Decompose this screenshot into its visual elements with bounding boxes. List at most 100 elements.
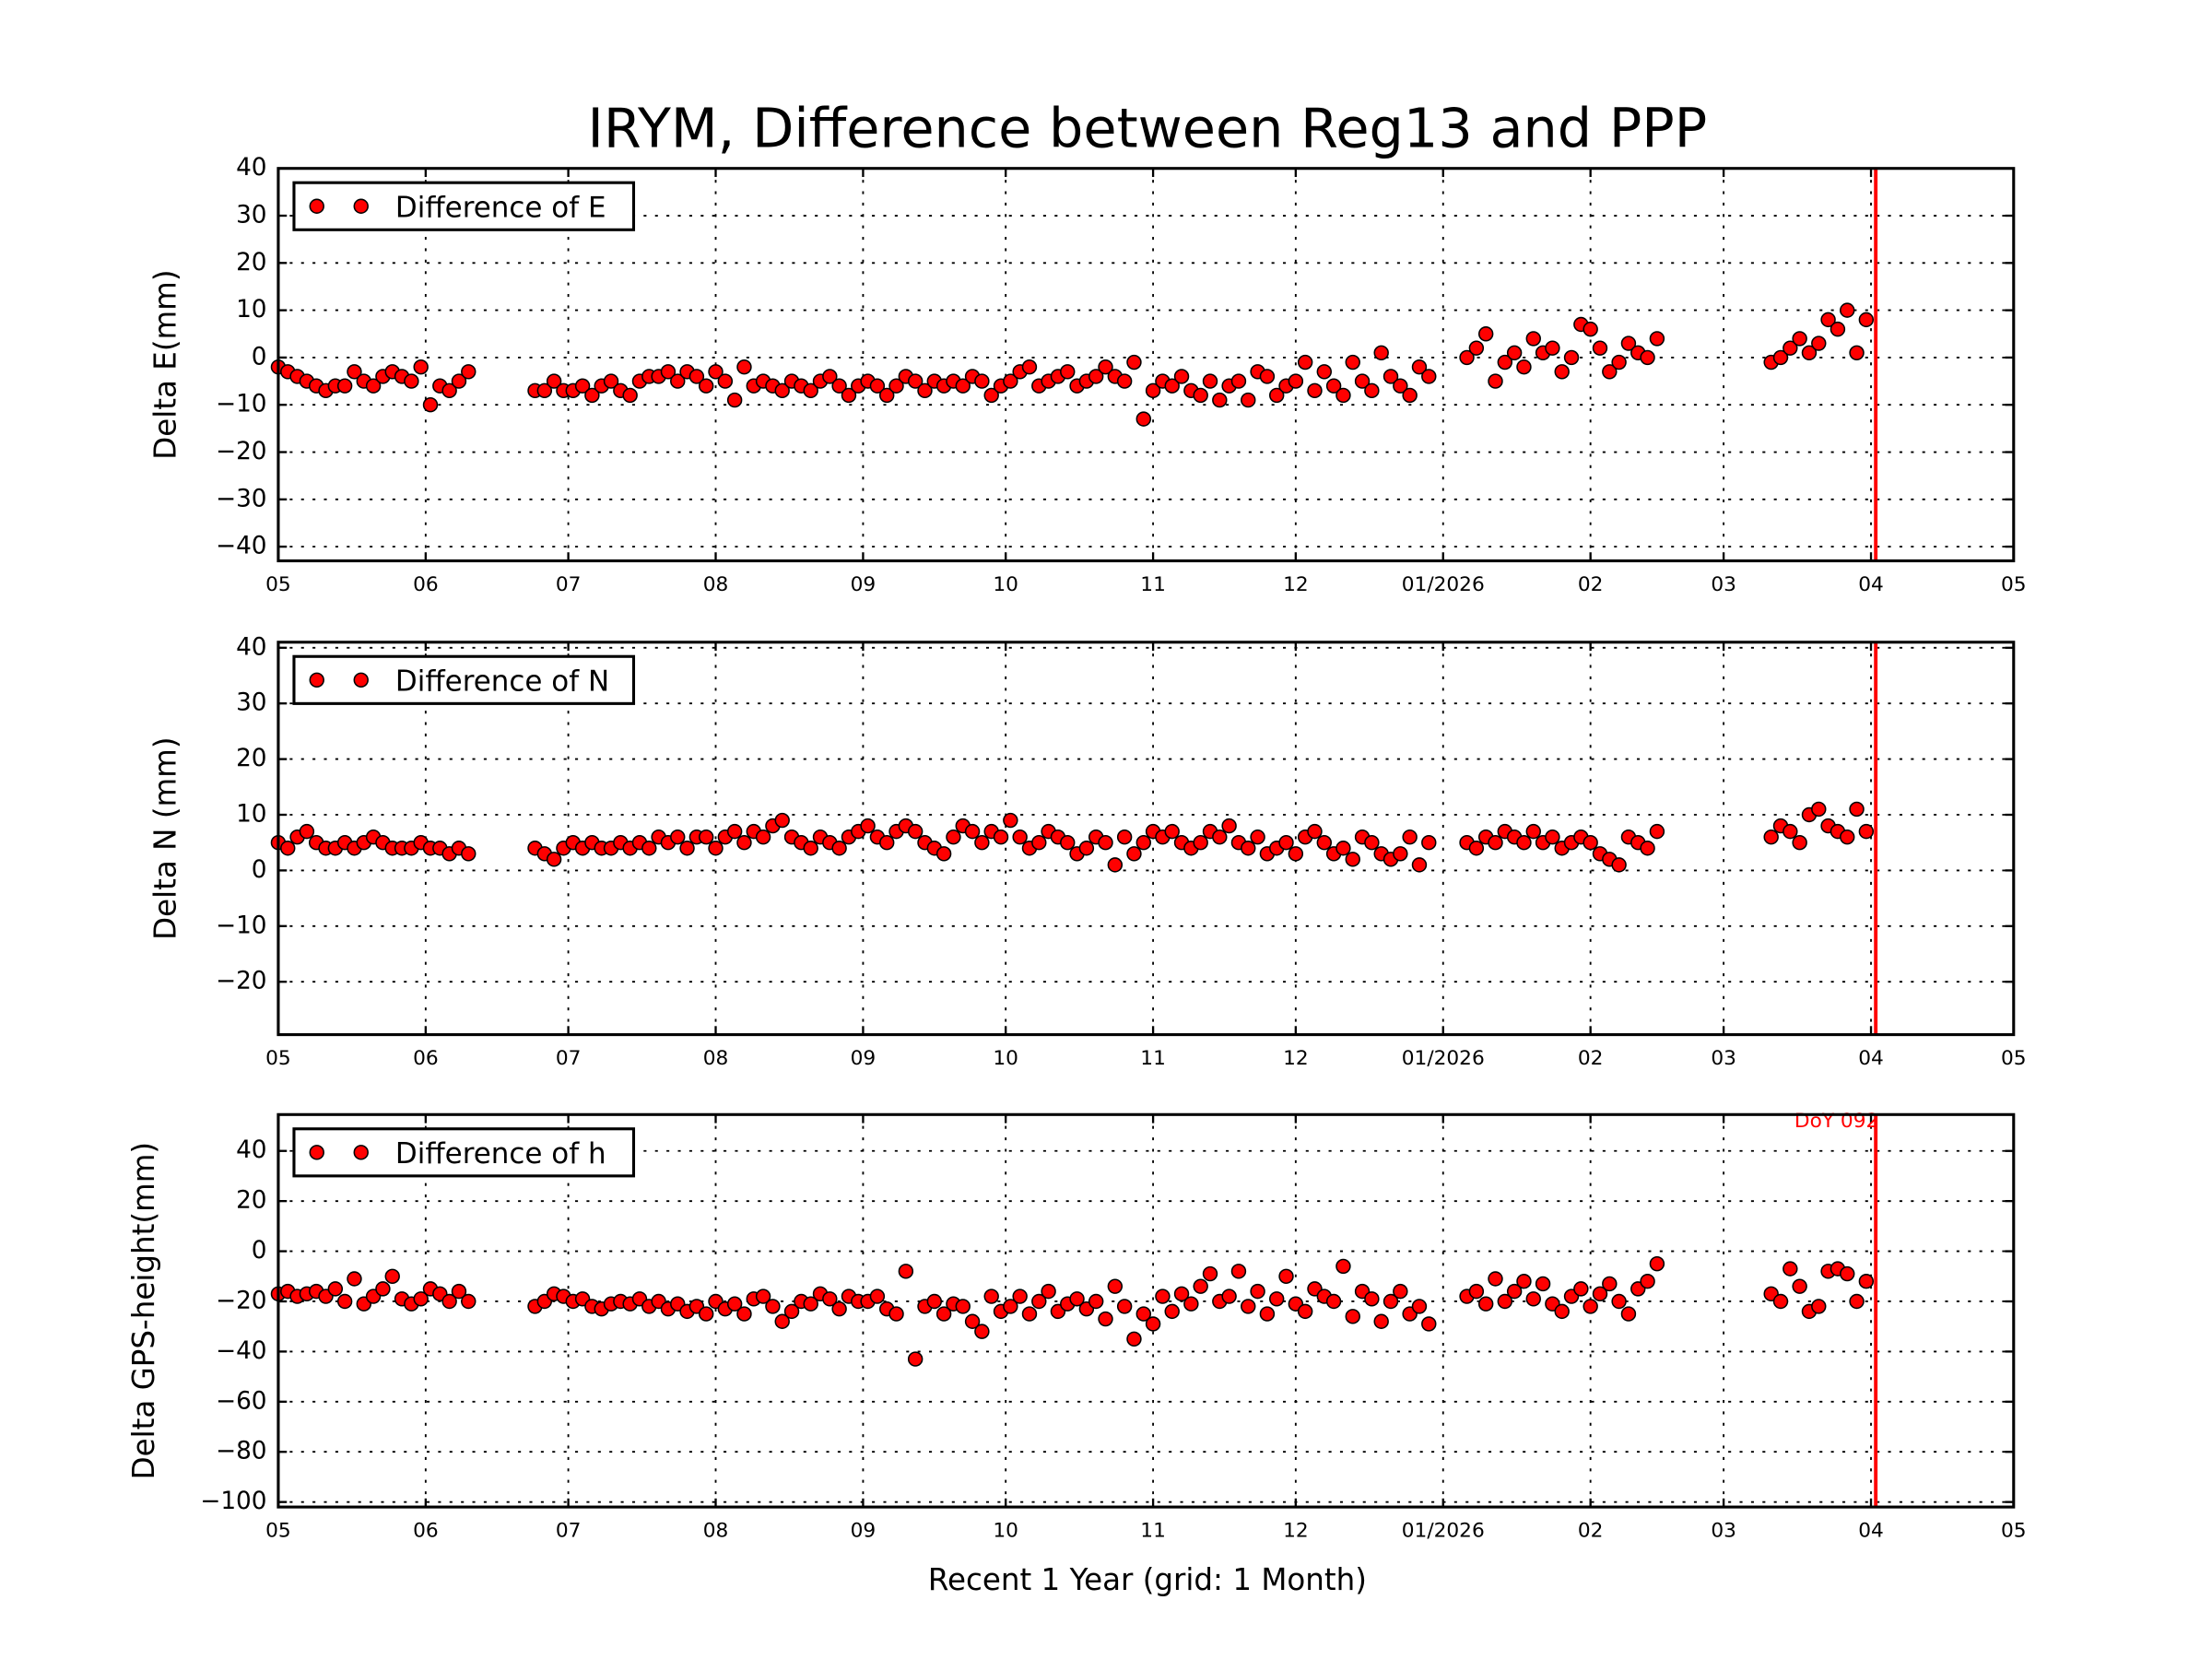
data-point: [1193, 1278, 1208, 1294]
y-tick-label: −20: [216, 1287, 267, 1314]
data-point: [1145, 1316, 1161, 1332]
data-point: [1116, 1299, 1133, 1314]
data-point: [1840, 829, 1855, 845]
chart-title: IRYM, Difference between Reg13 and PPP: [588, 96, 1708, 159]
y-tick-label: 10: [236, 801, 266, 829]
data-point: [1373, 345, 1389, 360]
data-point: [1411, 857, 1428, 873]
data-point: [546, 373, 562, 389]
data-point: [1792, 1278, 1807, 1294]
y-tick-label: −100: [200, 1488, 266, 1515]
data-point: [1212, 392, 1228, 408]
data-point: [603, 373, 619, 389]
data-point: [1772, 349, 1789, 366]
x-tick-label: 05: [2001, 573, 2027, 596]
data-point: [1069, 1291, 1085, 1307]
data-point: [413, 1291, 429, 1307]
axes-frame: [276, 1112, 2016, 1509]
x-tick-label: 05: [265, 1520, 291, 1543]
data-point: [1060, 364, 1076, 380]
data-point: [1382, 369, 1399, 384]
data-point: [1107, 1278, 1124, 1294]
data-point: [1573, 1281, 1589, 1297]
x-tick-label: 02: [1578, 573, 1604, 596]
data-point: [1031, 835, 1047, 851]
data-point: [670, 373, 686, 389]
data-point: [1477, 1296, 1494, 1312]
data-point: [755, 1288, 771, 1304]
x-tick-label: 03: [1711, 1047, 1736, 1070]
x-tick-label: 01/2026: [1402, 1520, 1485, 1543]
data-point: [1164, 823, 1180, 840]
data-point: [1221, 1288, 1237, 1304]
x-tick-label: 06: [413, 573, 439, 596]
data-point: [1783, 823, 1798, 840]
data-point: [1488, 835, 1503, 851]
data-point: [1649, 823, 1665, 840]
data-point: [822, 369, 838, 384]
data-point: [1640, 841, 1655, 856]
data-point: [708, 841, 724, 856]
data-point: [1421, 835, 1437, 851]
data-point: [1250, 829, 1265, 845]
data-series: [270, 801, 1875, 873]
data-point: [755, 829, 771, 845]
data-point: [1202, 373, 1218, 389]
data-point: [993, 829, 1009, 845]
data-point: [1335, 1258, 1351, 1275]
y-tick-label: 20: [236, 249, 266, 276]
data-point: [1078, 841, 1095, 856]
data-point: [888, 1306, 904, 1322]
y-tick-label: −30: [216, 485, 267, 512]
data-point: [1164, 1303, 1180, 1320]
data-point: [1135, 835, 1151, 851]
data-point: [1858, 1274, 1875, 1289]
data-point: [1345, 852, 1360, 867]
data-point: [1325, 1293, 1342, 1310]
data-point: [935, 846, 952, 862]
legend-label: Difference of h: [395, 1137, 606, 1171]
data-point: [1811, 1299, 1827, 1314]
legend: Difference of h: [292, 1127, 636, 1178]
data-point: [546, 852, 562, 867]
data-point: [1858, 312, 1875, 328]
data-point: [831, 1300, 847, 1317]
data-series: [270, 1255, 1875, 1367]
data-point: [831, 841, 847, 856]
legend-box: [292, 1127, 636, 1178]
data-point: [822, 1291, 838, 1307]
panel-2: 05 06 07 08 09 10 11 12 01/2026 02 03 04 05 40 30 20 10 0…: [147, 633, 2026, 1070]
data-point: [726, 1296, 743, 1312]
data-point: [461, 846, 477, 862]
x-tick-label: 03: [1711, 573, 1736, 596]
data-point: [1155, 1288, 1171, 1304]
data-point: [1535, 1276, 1551, 1292]
data-point: [1012, 829, 1028, 845]
y-tick-label: −10: [216, 912, 267, 939]
data-point: [1525, 823, 1541, 840]
data-point: [935, 1306, 952, 1322]
data-point: [422, 397, 439, 413]
x-tick-label: 04: [1858, 1047, 1884, 1070]
y-tick-label: 30: [236, 689, 266, 717]
data-point: [1554, 364, 1570, 380]
data-point: [299, 823, 315, 840]
data-point: [1098, 359, 1113, 375]
data-point: [1402, 829, 1418, 845]
x-tick-label: 02: [1578, 1047, 1604, 1070]
y-axis-label: Delta N (mm): [147, 736, 182, 939]
data-point: [1583, 835, 1598, 851]
data-point: [726, 392, 743, 408]
data-point: [1488, 1271, 1503, 1287]
axes-frame: [276, 167, 2016, 563]
data-point: [404, 373, 419, 389]
data-point: [879, 387, 895, 404]
data-point: [964, 1313, 981, 1329]
panel-3: 05 06 07 08 09 10 11 12 01/2026 02 03 04 05 40 20 0 −20 −…: [126, 1110, 2026, 1542]
data-point: [1468, 340, 1485, 356]
legend-marker: [353, 672, 369, 688]
data-point: [1031, 1293, 1047, 1310]
data-point: [717, 373, 734, 389]
data-point: [1297, 1303, 1313, 1320]
data-point: [336, 1293, 353, 1310]
